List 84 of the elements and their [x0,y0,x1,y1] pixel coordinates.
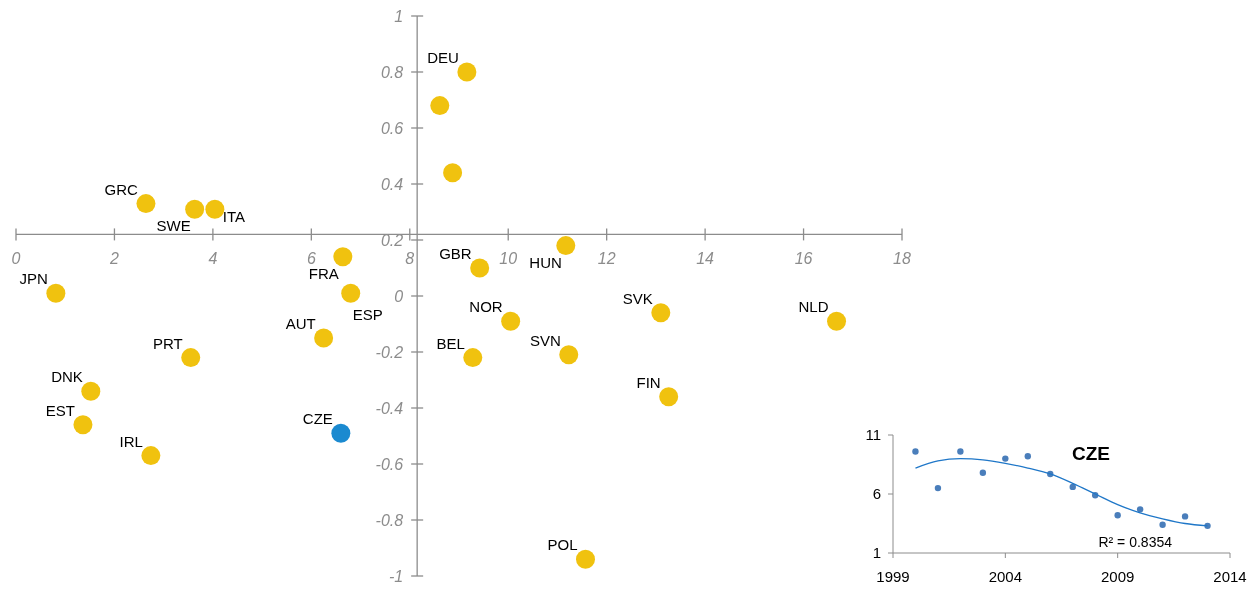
point [934,484,942,492]
point [341,283,361,303]
x-tick-label: 4 [208,250,218,268]
annotation: NOR [469,298,503,316]
y-tick-label: 0.4 [380,176,404,193]
x-tick-label: 8 [405,250,415,268]
point [331,423,351,443]
point [185,199,205,219]
annotation: GRC [104,180,139,198]
x-tick-label: 2004 [988,568,1023,585]
annotation: EST [45,401,75,419]
point [1136,506,1144,513]
y-tick-label: -1 [388,568,404,585]
point [979,469,987,476]
annotation: DNK [51,368,83,386]
y-tick-label: -0.2 [375,344,404,361]
annotation: JPN [19,270,48,288]
annotation: GBR [439,245,472,262]
annotation: SWE [156,217,191,235]
x-tick-label: 16 [794,250,813,268]
point [576,549,595,569]
x-tick-label: 14 [696,250,715,268]
x-tick-label: 10 [499,250,518,268]
y-tick-label: 0.6 [380,120,404,137]
annotation: AUT [285,315,316,332]
annotation: NLD [798,298,829,316]
y-tick-label: 0 [394,288,404,305]
annotation: SVN [529,331,561,349]
y-tick-label: -0.6 [375,456,404,473]
annotation: BEL [436,334,465,352]
point [205,199,225,219]
annotation: ITA [222,208,246,226]
annotation: CZE [302,410,333,428]
y-tick-label: -0.4 [375,400,404,417]
point [136,194,156,214]
point [181,348,201,368]
point [81,381,101,401]
point [470,258,490,278]
annotation: FIN [636,373,661,391]
annotation: POL [547,536,578,554]
point [430,96,450,116]
point [1181,513,1189,520]
annotation: PRT [153,334,183,352]
annotation: HUN [529,253,562,271]
point [651,303,671,323]
point [463,348,483,368]
annotation: IRL [119,432,143,450]
point [443,163,463,183]
point [556,236,576,256]
point [501,311,521,331]
y-tick-label: 1 [872,544,881,561]
point [46,283,66,303]
annotation: SVK [622,289,653,307]
y-tick-label: 0.8 [380,64,404,81]
point [1159,521,1166,528]
point [659,387,679,407]
x-tick-label: 12 [597,250,616,268]
annotation: ESP [352,306,383,324]
point [314,328,334,348]
point [457,62,477,82]
point [912,448,919,455]
point [141,446,161,466]
annotation: R² = 0.8354 [1098,534,1173,550]
point [333,247,353,267]
x-tick-label: 1999 [876,568,910,585]
point [827,311,847,331]
x-tick-label: 18 [893,250,911,268]
y-tick-label: -0.8 [375,512,404,529]
point [1002,455,1009,462]
y-tick-label: 1 [394,8,404,25]
x-tick-label: 2 [108,250,119,268]
point [957,448,964,455]
y-tick-label: 6 [872,485,881,502]
x-tick-label: 2009 [1100,568,1135,585]
annotation: DEU [427,49,459,66]
x-tick-label: 0 [11,250,21,268]
point [1069,483,1076,491]
point [1114,512,1121,519]
y-tick-label: 11 [865,426,881,443]
x-tick-label: 2014 [1213,568,1247,585]
point [559,345,579,365]
chart-title: CZE [1072,443,1110,464]
point [1024,453,1031,460]
point [73,415,93,435]
